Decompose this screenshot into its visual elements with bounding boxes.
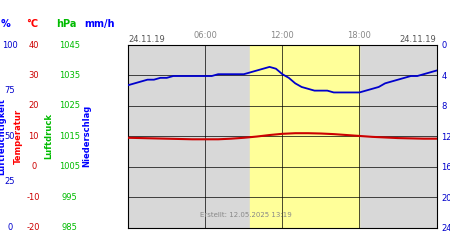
Text: %: % (0, 19, 10, 29)
Text: Niederschlag: Niederschlag (82, 105, 91, 168)
Text: 25: 25 (4, 178, 15, 186)
Text: Temperatur: Temperatur (14, 109, 22, 164)
Text: 1045: 1045 (59, 40, 80, 50)
Text: -10: -10 (27, 192, 40, 202)
Text: 10: 10 (28, 132, 39, 141)
Text: 1025: 1025 (59, 101, 80, 110)
Text: 100: 100 (2, 40, 18, 50)
Text: 1015: 1015 (59, 132, 80, 141)
Text: 75: 75 (4, 86, 15, 95)
Text: hPa: hPa (56, 19, 77, 29)
Text: 985: 985 (62, 223, 78, 232)
Text: °C: °C (27, 19, 38, 29)
Text: Luftdruck: Luftdruck (44, 113, 53, 159)
Text: 1035: 1035 (59, 71, 80, 80)
Text: 50: 50 (4, 132, 15, 141)
Text: 40: 40 (28, 40, 39, 50)
Text: 30: 30 (28, 71, 39, 80)
Text: mm/h: mm/h (85, 19, 115, 29)
Text: 24.11.19: 24.11.19 (128, 35, 165, 44)
Bar (250, 45, 360, 228)
Text: 24.11.19: 24.11.19 (400, 35, 436, 44)
Text: Luftfeuchtigkeit: Luftfeuchtigkeit (0, 98, 6, 175)
Text: 995: 995 (62, 192, 77, 202)
Text: 20: 20 (28, 101, 39, 110)
Text: Erstellt: 12.05.2025 13:19: Erstellt: 12.05.2025 13:19 (199, 212, 291, 218)
Text: 1005: 1005 (59, 162, 80, 171)
Text: 0: 0 (7, 223, 13, 232)
Text: -20: -20 (27, 223, 40, 232)
Text: 0: 0 (31, 162, 36, 171)
